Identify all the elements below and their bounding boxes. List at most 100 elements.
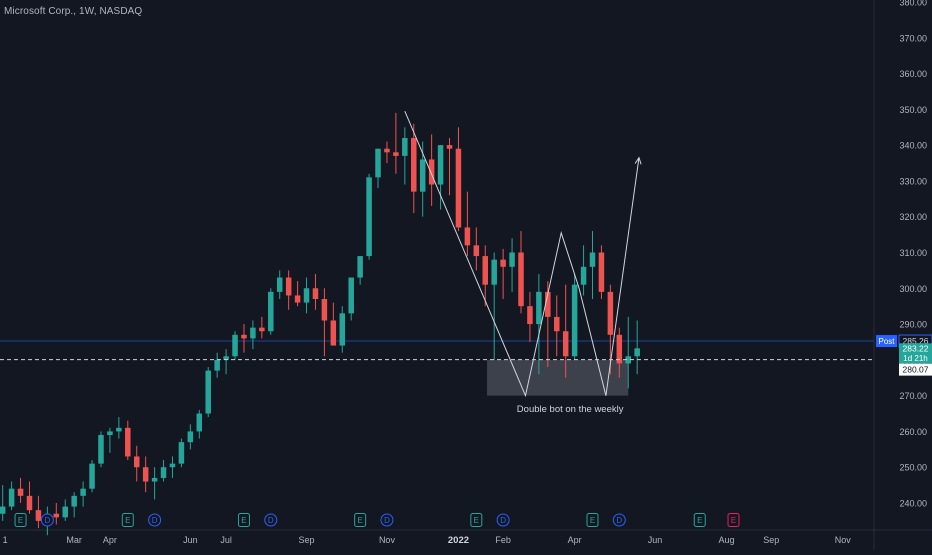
candle-body — [527, 306, 533, 325]
candle-body — [26, 495, 33, 511]
candle-body — [518, 252, 524, 307]
candle — [276, 270, 283, 300]
candle-body — [384, 148, 390, 153]
event-marker-label: E — [241, 516, 246, 525]
candle — [259, 316, 265, 339]
y-tick-label: 270.00 — [899, 391, 927, 401]
candle-body — [107, 431, 113, 436]
symbol-title[interactable]: Microsoft Corp., 1W, NASDAQ — [4, 6, 143, 17]
candle-body — [554, 316, 560, 332]
dividend-marker-icon: D — [612, 513, 626, 527]
candle-body — [634, 348, 640, 357]
candle-body — [580, 266, 587, 285]
countdown-label: 1d 21h — [903, 354, 927, 363]
x-tick-label: Sep — [763, 535, 779, 545]
candle — [455, 127, 462, 232]
candle — [294, 281, 301, 307]
annotation-text: Double bot on the weekly — [517, 404, 624, 415]
candle — [375, 148, 381, 189]
candle-body — [446, 145, 453, 149]
candle-body — [339, 313, 346, 346]
candle-body — [187, 431, 194, 443]
candle-body — [80, 488, 86, 496]
x-tick-label: Aug — [719, 535, 735, 545]
candle-body — [348, 277, 354, 314]
candle — [518, 231, 524, 314]
candle-body — [491, 259, 497, 285]
candle — [26, 481, 33, 514]
candle-body — [330, 320, 337, 346]
candle — [509, 238, 515, 292]
y-tick-label: 370.00 — [899, 33, 927, 43]
earnings-marker-icon: E — [354, 513, 367, 527]
candle-body — [35, 510, 42, 521]
candle-body — [169, 463, 176, 468]
candle-body — [142, 467, 149, 482]
candle-body — [294, 295, 301, 303]
candle — [491, 252, 497, 360]
candle-body — [196, 413, 203, 432]
candle — [589, 231, 596, 300]
candle — [142, 456, 149, 493]
y-tick-label: 360.00 — [899, 69, 927, 79]
candle — [107, 427, 113, 453]
candle — [268, 288, 274, 335]
earnings-marker-icon: E — [586, 513, 599, 527]
candle — [0, 485, 6, 521]
event-marker-label: E — [125, 516, 130, 525]
candle — [625, 316, 631, 389]
event-marker-label: E — [474, 516, 479, 525]
event-marker-label: E — [357, 516, 362, 525]
candle — [446, 137, 453, 196]
candle-body — [562, 331, 569, 357]
svg-text:E: E — [731, 516, 736, 525]
candle — [205, 367, 211, 418]
candle-body — [285, 277, 292, 296]
earnings-marker-icon: E — [14, 513, 27, 527]
candle — [285, 270, 292, 310]
projection-arrow — [605, 157, 640, 396]
candle-body — [178, 442, 185, 464]
dividend-marker-icon: D — [40, 513, 54, 527]
candle-body — [53, 513, 60, 518]
candle-body — [437, 145, 444, 185]
candle — [384, 141, 390, 164]
candle — [402, 127, 408, 185]
candle — [89, 460, 95, 493]
candle — [178, 438, 185, 468]
candle-body — [133, 456, 140, 468]
earnings-marker-icon: E — [121, 513, 134, 527]
candle — [536, 273, 542, 375]
candle-body — [411, 137, 417, 192]
candle — [8, 481, 15, 511]
candle — [160, 460, 167, 482]
candle — [53, 503, 60, 525]
candle-body — [357, 256, 363, 278]
candle-body — [116, 427, 122, 432]
candle — [214, 352, 220, 378]
last-price-box — [899, 343, 932, 364]
candle — [500, 248, 506, 300]
y-tick-label: 310.00 — [899, 248, 927, 258]
candle-body — [464, 227, 471, 246]
event-marker-label: D — [616, 516, 622, 525]
event-marker-label: D — [268, 516, 274, 525]
candle-body — [402, 137, 408, 156]
candle — [411, 123, 417, 214]
x-tick-label: Sep — [299, 535, 315, 545]
candle-body — [250, 327, 256, 339]
earnings-marker-icon: E — [470, 513, 483, 527]
candle — [232, 331, 238, 360]
candle-body — [545, 291, 551, 317]
candle-body — [89, 463, 95, 489]
candle-body — [455, 148, 462, 228]
y-tick-label: 340.00 — [899, 141, 927, 151]
candle-body — [482, 256, 489, 285]
candle — [393, 112, 399, 174]
dividend-marker-icon: D — [380, 513, 394, 527]
event-marker-label: D — [44, 516, 50, 525]
candle-body — [536, 291, 542, 325]
candle — [71, 492, 77, 518]
